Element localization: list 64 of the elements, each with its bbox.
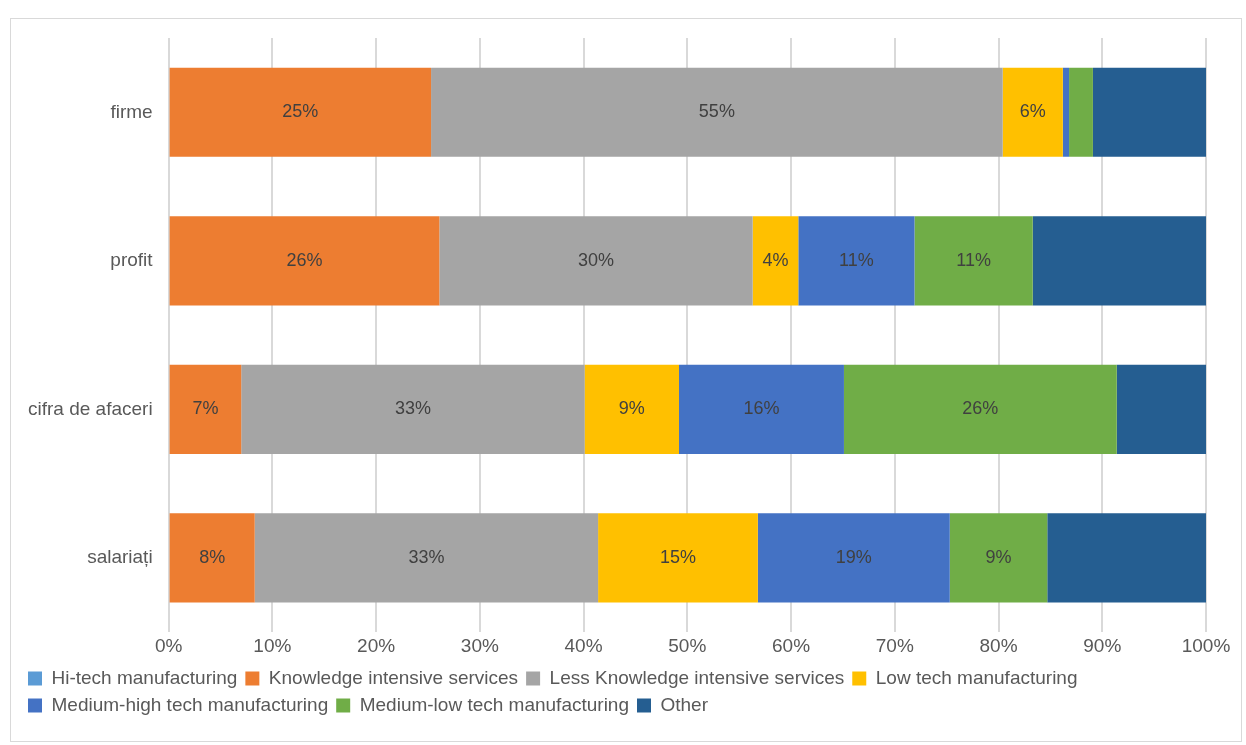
bar <box>949 513 1048 603</box>
bar <box>241 364 585 454</box>
bar <box>169 67 432 157</box>
legend-label: Knowledge intensive services <box>268 666 519 688</box>
legend-label: Medium-high tech manufacturing <box>51 693 329 715</box>
data-label: 4% <box>762 249 789 270</box>
x-tick-label: 30% <box>460 634 499 656</box>
bar <box>584 364 680 454</box>
bar <box>679 364 844 454</box>
y-tick-label: profit <box>110 249 154 271</box>
x-tick-label: 80% <box>979 634 1018 656</box>
bar <box>1032 216 1206 306</box>
y-tick-label: salariați <box>87 546 153 568</box>
data-label: 11% <box>956 249 991 270</box>
legend-label: Low tech manufacturing <box>875 666 1078 688</box>
bar <box>1069 67 1093 157</box>
bar <box>1092 67 1206 157</box>
bar <box>169 216 440 306</box>
data-label: 19% <box>835 546 872 567</box>
data-label: 25% <box>282 101 319 122</box>
bar <box>798 216 915 306</box>
data-label: 7% <box>192 398 219 419</box>
x-tick-label: 10% <box>253 634 292 656</box>
bar <box>598 513 758 603</box>
data-label: 33% <box>394 398 431 419</box>
data-label: 30% <box>578 249 615 270</box>
bar <box>752 216 799 306</box>
bar <box>1116 364 1206 454</box>
x-tick-label: 20% <box>357 634 396 656</box>
data-label: 8% <box>199 546 226 567</box>
data-label: 26% <box>286 249 323 270</box>
data-label: 15% <box>659 546 696 567</box>
x-tick-label: 70% <box>875 634 914 656</box>
data-label: 16% <box>743 398 780 419</box>
x-tick-label: 40% <box>564 634 603 656</box>
bar <box>254 513 599 603</box>
bar <box>843 364 1117 454</box>
legend-label: Hi-tech manufacturing <box>51 666 238 688</box>
legend-label: Other <box>660 693 709 715</box>
bar <box>1062 67 1070 157</box>
x-tick-label: 50% <box>668 634 707 656</box>
data-label: 33% <box>408 546 445 567</box>
bar <box>914 216 1033 306</box>
bar <box>169 364 242 454</box>
bar <box>439 216 753 306</box>
x-tick-label: 0% <box>154 634 183 656</box>
legend-label: Medium-low tech manufacturing <box>359 693 629 715</box>
x-tick-label: 60% <box>772 634 811 656</box>
y-tick-label: firme <box>110 100 153 122</box>
data-label: 9% <box>618 398 645 419</box>
bar <box>757 513 950 603</box>
data-label: 26% <box>962 398 999 419</box>
bar <box>1047 513 1206 603</box>
bar <box>431 67 1003 157</box>
data-label: 9% <box>985 546 1012 567</box>
bar <box>1002 67 1063 157</box>
x-tick-label: 90% <box>1083 634 1122 656</box>
x-tick-label: 100% <box>1181 634 1231 656</box>
data-label: 55% <box>698 101 735 122</box>
bar <box>169 513 255 603</box>
y-tick-label: cifra de afaceri <box>27 397 153 419</box>
data-label: 11% <box>839 249 874 270</box>
data-label: 6% <box>1019 101 1046 122</box>
legend-label: Less Knowledge intensive services <box>549 666 845 688</box>
